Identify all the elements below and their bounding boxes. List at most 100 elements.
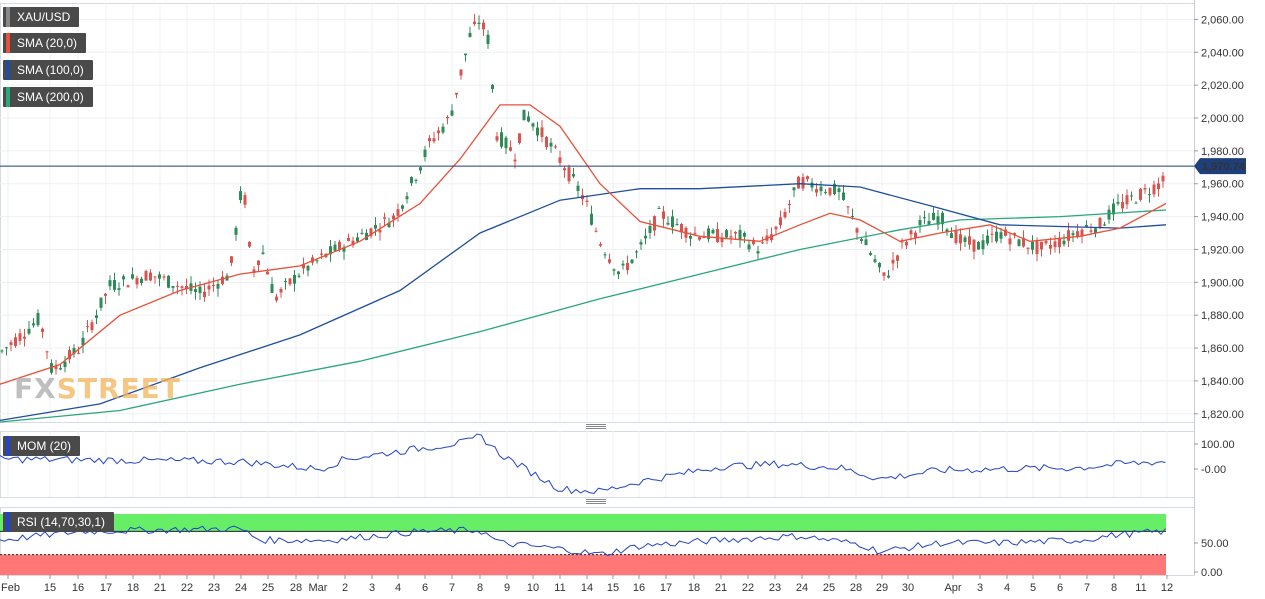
y-tick-label: 1,900.00 bbox=[1201, 277, 1244, 289]
candle-body bbox=[806, 176, 809, 180]
legend-sma200[interactable]: SMA (200,0) bbox=[3, 87, 93, 107]
candle-body bbox=[536, 127, 539, 136]
candle-body bbox=[144, 270, 148, 281]
candle-body bbox=[950, 233, 953, 239]
candle-body bbox=[1035, 241, 1039, 255]
x-tick-label: 21 bbox=[715, 582, 727, 594]
candle-body bbox=[477, 22, 481, 25]
mom-line bbox=[0, 433, 1166, 495]
candle-body bbox=[531, 123, 535, 127]
candle-body bbox=[779, 217, 782, 226]
overbought-zone bbox=[0, 514, 1166, 532]
candle-body bbox=[108, 280, 112, 287]
candle-body bbox=[963, 237, 967, 242]
candle-body bbox=[468, 32, 472, 37]
candle-body bbox=[41, 328, 44, 332]
candle-body bbox=[158, 274, 161, 279]
candle-body bbox=[657, 207, 661, 209]
x-tick-label: 7 bbox=[1084, 582, 1090, 594]
legend-sma100[interactable]: SMA (100,0) bbox=[3, 60, 93, 80]
candle-body bbox=[392, 215, 395, 220]
candle-body bbox=[1161, 175, 1165, 182]
candle-body bbox=[513, 159, 517, 162]
x-tick-label: 24 bbox=[796, 582, 808, 594]
candle-body bbox=[293, 274, 296, 284]
candle-body bbox=[837, 188, 841, 193]
candle-body bbox=[981, 240, 985, 250]
x-tick-label: 15 bbox=[44, 582, 56, 594]
x-tick-label: Mar bbox=[309, 582, 328, 594]
candle-body bbox=[891, 259, 895, 264]
candles bbox=[0, 13, 1165, 375]
x-tick-label: 28 bbox=[290, 582, 302, 594]
candle-body bbox=[603, 254, 607, 256]
candle-body bbox=[135, 277, 139, 285]
candle-body bbox=[563, 168, 566, 171]
candle-body bbox=[729, 236, 733, 238]
candle-body bbox=[1085, 225, 1088, 227]
legend-swatch bbox=[6, 87, 10, 107]
x-tick-label: 4 bbox=[1004, 582, 1010, 594]
candle-body bbox=[567, 167, 571, 182]
candle-body bbox=[1004, 229, 1007, 236]
candle-body bbox=[149, 272, 152, 281]
candle-body bbox=[887, 275, 890, 278]
candle-body bbox=[383, 217, 386, 219]
legend-xauusd[interactable]: XAU/USD bbox=[3, 7, 80, 27]
legend-sma20[interactable]: SMA (20,0) bbox=[3, 33, 87, 53]
candle-body bbox=[954, 230, 958, 244]
candle-body bbox=[320, 253, 323, 255]
candle-body bbox=[774, 226, 778, 230]
x-tick-label: 9 bbox=[504, 582, 510, 594]
x-tick-label: 11 bbox=[1135, 582, 1146, 594]
candle-body bbox=[1116, 201, 1120, 204]
candle-body bbox=[126, 285, 130, 288]
candle-body bbox=[113, 279, 116, 290]
candle-body bbox=[711, 230, 715, 234]
mom-y-tick-label: -0.00 bbox=[1201, 464, 1226, 476]
pane-resize-handle-mom[interactable] bbox=[586, 424, 606, 429]
legend-rsi[interactable]: RSI (14,70,30,1) bbox=[3, 512, 115, 532]
legend-label: RSI (14,70,30,1) bbox=[17, 515, 106, 529]
candle-body bbox=[522, 109, 526, 121]
legend-swatch bbox=[6, 33, 10, 53]
candle-body bbox=[63, 361, 67, 368]
candle-body bbox=[1013, 232, 1016, 235]
candle-body bbox=[927, 220, 931, 226]
candle-body bbox=[1017, 239, 1021, 246]
x-tick-label: 30 bbox=[902, 582, 914, 594]
candle-body bbox=[1067, 230, 1070, 241]
candle-body bbox=[819, 186, 823, 192]
candle-body bbox=[792, 187, 796, 191]
candle-body bbox=[374, 225, 377, 229]
candle-body bbox=[959, 234, 962, 244]
candle-body bbox=[977, 242, 980, 250]
pane-frame bbox=[0, 3, 1195, 423]
candle-body bbox=[140, 278, 143, 284]
candle-body bbox=[932, 212, 935, 220]
legend-mom[interactable]: MOM (20) bbox=[3, 436, 80, 456]
candle-body bbox=[689, 235, 692, 239]
candle-body bbox=[900, 241, 904, 243]
candle-body bbox=[261, 252, 265, 254]
x-tick-label: 25 bbox=[262, 582, 274, 594]
candle-body bbox=[788, 203, 791, 206]
x-tick-label: 6 bbox=[1057, 582, 1063, 594]
candle-body bbox=[1103, 224, 1106, 226]
candle-body bbox=[450, 110, 454, 116]
candle-body bbox=[1062, 240, 1066, 245]
y-tick-label: 1,980.00 bbox=[1201, 146, 1244, 158]
candle-body bbox=[815, 189, 818, 193]
legend-label: XAU/USD bbox=[17, 10, 71, 24]
pane-frame bbox=[0, 431, 1195, 498]
legend-swatch bbox=[6, 436, 10, 456]
candle-body bbox=[90, 322, 94, 331]
pane-resize-handle-rsi[interactable] bbox=[586, 499, 606, 504]
candle-body bbox=[923, 217, 926, 219]
candle-body bbox=[707, 228, 710, 240]
candle-body bbox=[621, 263, 625, 266]
candle-body bbox=[1157, 183, 1160, 190]
candle-body bbox=[869, 253, 872, 255]
candle-body bbox=[635, 251, 638, 253]
